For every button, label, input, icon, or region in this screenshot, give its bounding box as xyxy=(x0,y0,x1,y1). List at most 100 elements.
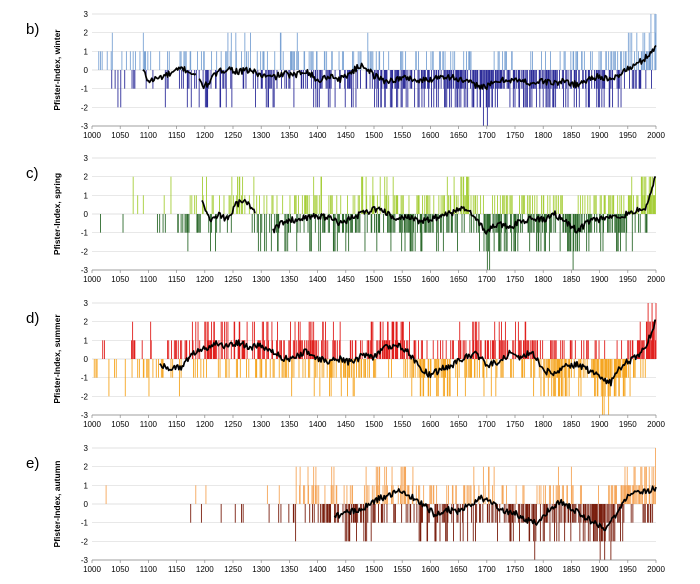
x-tick-label: 2000 xyxy=(647,420,665,429)
x-tick-label: 1250 xyxy=(224,131,242,140)
x-tick-label: 1300 xyxy=(252,420,270,429)
running-mean-line xyxy=(142,66,197,84)
x-tick-label: 1650 xyxy=(450,131,468,140)
x-tick-label: 2000 xyxy=(647,275,665,284)
x-tick-label: 1700 xyxy=(478,275,496,284)
x-tick-label: 1400 xyxy=(309,420,327,429)
y-tick-label: -1 xyxy=(81,374,89,383)
x-tick-label: 1900 xyxy=(591,420,609,429)
x-tick-label: 1300 xyxy=(252,275,270,284)
y-tick-label: -2 xyxy=(81,103,89,112)
y-tick-label: -3 xyxy=(81,122,89,131)
x-tick-label: 1600 xyxy=(422,420,440,429)
y-tick-label: 2 xyxy=(84,463,89,472)
x-tick-label: 1350 xyxy=(281,275,299,284)
x-tick-label: 1300 xyxy=(252,565,270,574)
y-tick-label: 1 xyxy=(84,336,89,345)
running-mean-line xyxy=(272,176,657,235)
y-tick-label: -3 xyxy=(81,556,89,565)
x-tick-label: 1600 xyxy=(422,275,440,284)
x-tick-label: 1400 xyxy=(309,565,327,574)
x-tick-label: 1200 xyxy=(196,131,214,140)
x-tick-label: 1500 xyxy=(365,565,383,574)
running-mean-line xyxy=(159,319,657,387)
y-tick-label: 1 xyxy=(84,47,89,56)
y-tick-label: -3 xyxy=(81,266,89,275)
x-tick-label: 2000 xyxy=(647,565,665,574)
x-tick-label: 1100 xyxy=(140,420,158,429)
x-tick-label: 1150 xyxy=(168,565,186,574)
x-tick-label: 1100 xyxy=(140,275,158,284)
x-tick-label: 1850 xyxy=(563,565,581,574)
x-tick-label: 1050 xyxy=(111,275,129,284)
x-tick-label: 1200 xyxy=(196,420,214,429)
y-tick-label: -1 xyxy=(81,519,89,528)
x-tick-label: 1200 xyxy=(196,275,214,284)
x-tick-label: 1450 xyxy=(337,275,355,284)
annual-bars xyxy=(100,176,656,270)
x-tick-label: 1450 xyxy=(337,420,355,429)
y-tick-label: 3 xyxy=(84,299,89,308)
x-tick-label: 1750 xyxy=(506,420,524,429)
y-axis-label: Pfister-Index, summer xyxy=(52,314,62,404)
y-axis-label: Pfister-Index, autumn xyxy=(52,461,62,548)
y-tick-label: 2 xyxy=(84,173,89,182)
running-mean-line xyxy=(333,485,657,532)
y-axis-label: Pfister-Index, spring xyxy=(52,173,62,255)
x-tick-label: 1150 xyxy=(168,420,186,429)
x-tick-label: 1050 xyxy=(111,565,129,574)
x-tick-label: 1700 xyxy=(478,420,496,429)
x-tick-label: 1050 xyxy=(111,420,129,429)
x-tick-label: 1850 xyxy=(563,275,581,284)
y-tick-label: 2 xyxy=(84,29,89,38)
y-tick-label: -1 xyxy=(81,229,89,238)
y-tick-label: -2 xyxy=(81,247,89,256)
x-tick-label: 1300 xyxy=(252,131,270,140)
x-tick-label: 1750 xyxy=(506,275,524,284)
x-tick-label: 1100 xyxy=(140,131,158,140)
y-tick-label: 0 xyxy=(84,500,89,509)
x-tick-label: 1950 xyxy=(619,131,637,140)
x-tick-label: 1700 xyxy=(478,131,496,140)
x-tick-label: 1000 xyxy=(83,131,101,140)
y-tick-label: -2 xyxy=(81,392,89,401)
x-tick-label: 1950 xyxy=(619,275,637,284)
x-tick-label: 1000 xyxy=(83,565,101,574)
y-tick-label: 0 xyxy=(84,210,89,219)
y-tick-label: 3 xyxy=(84,10,89,19)
x-tick-label: 1050 xyxy=(111,131,129,140)
x-tick-label: 1500 xyxy=(365,131,383,140)
y-tick-label: 1 xyxy=(84,481,89,490)
x-tick-label: 1750 xyxy=(506,131,524,140)
panel-label: b) xyxy=(26,21,39,38)
y-axis-label: Pfister-Index, winter xyxy=(52,29,62,111)
x-tick-label: 1250 xyxy=(224,565,242,574)
x-tick-label: 1800 xyxy=(534,131,552,140)
x-tick-label: 1900 xyxy=(591,565,609,574)
x-tick-label: 1700 xyxy=(478,565,496,574)
x-tick-label: 1650 xyxy=(450,275,468,284)
x-tick-label: 1400 xyxy=(309,131,327,140)
x-tick-label: 1600 xyxy=(422,131,440,140)
y-tick-label: -3 xyxy=(81,411,89,420)
x-tick-label: 1850 xyxy=(563,131,581,140)
running-mean-line xyxy=(198,44,657,91)
x-tick-label: 1400 xyxy=(309,275,327,284)
x-tick-label: 1800 xyxy=(534,565,552,574)
y-tick-label: -1 xyxy=(81,85,89,94)
x-tick-label: 1150 xyxy=(168,131,186,140)
x-tick-label: 1550 xyxy=(393,420,411,429)
y-tick-label: 0 xyxy=(84,66,89,75)
annual-bars xyxy=(98,14,657,126)
x-tick-label: 1200 xyxy=(196,565,214,574)
y-tick-label: 3 xyxy=(84,154,89,163)
x-tick-label: 1650 xyxy=(450,420,468,429)
y-tick-label: 0 xyxy=(84,355,89,364)
x-tick-label: 2000 xyxy=(647,131,665,140)
x-tick-label: 1950 xyxy=(619,420,637,429)
x-tick-label: 1000 xyxy=(83,420,101,429)
